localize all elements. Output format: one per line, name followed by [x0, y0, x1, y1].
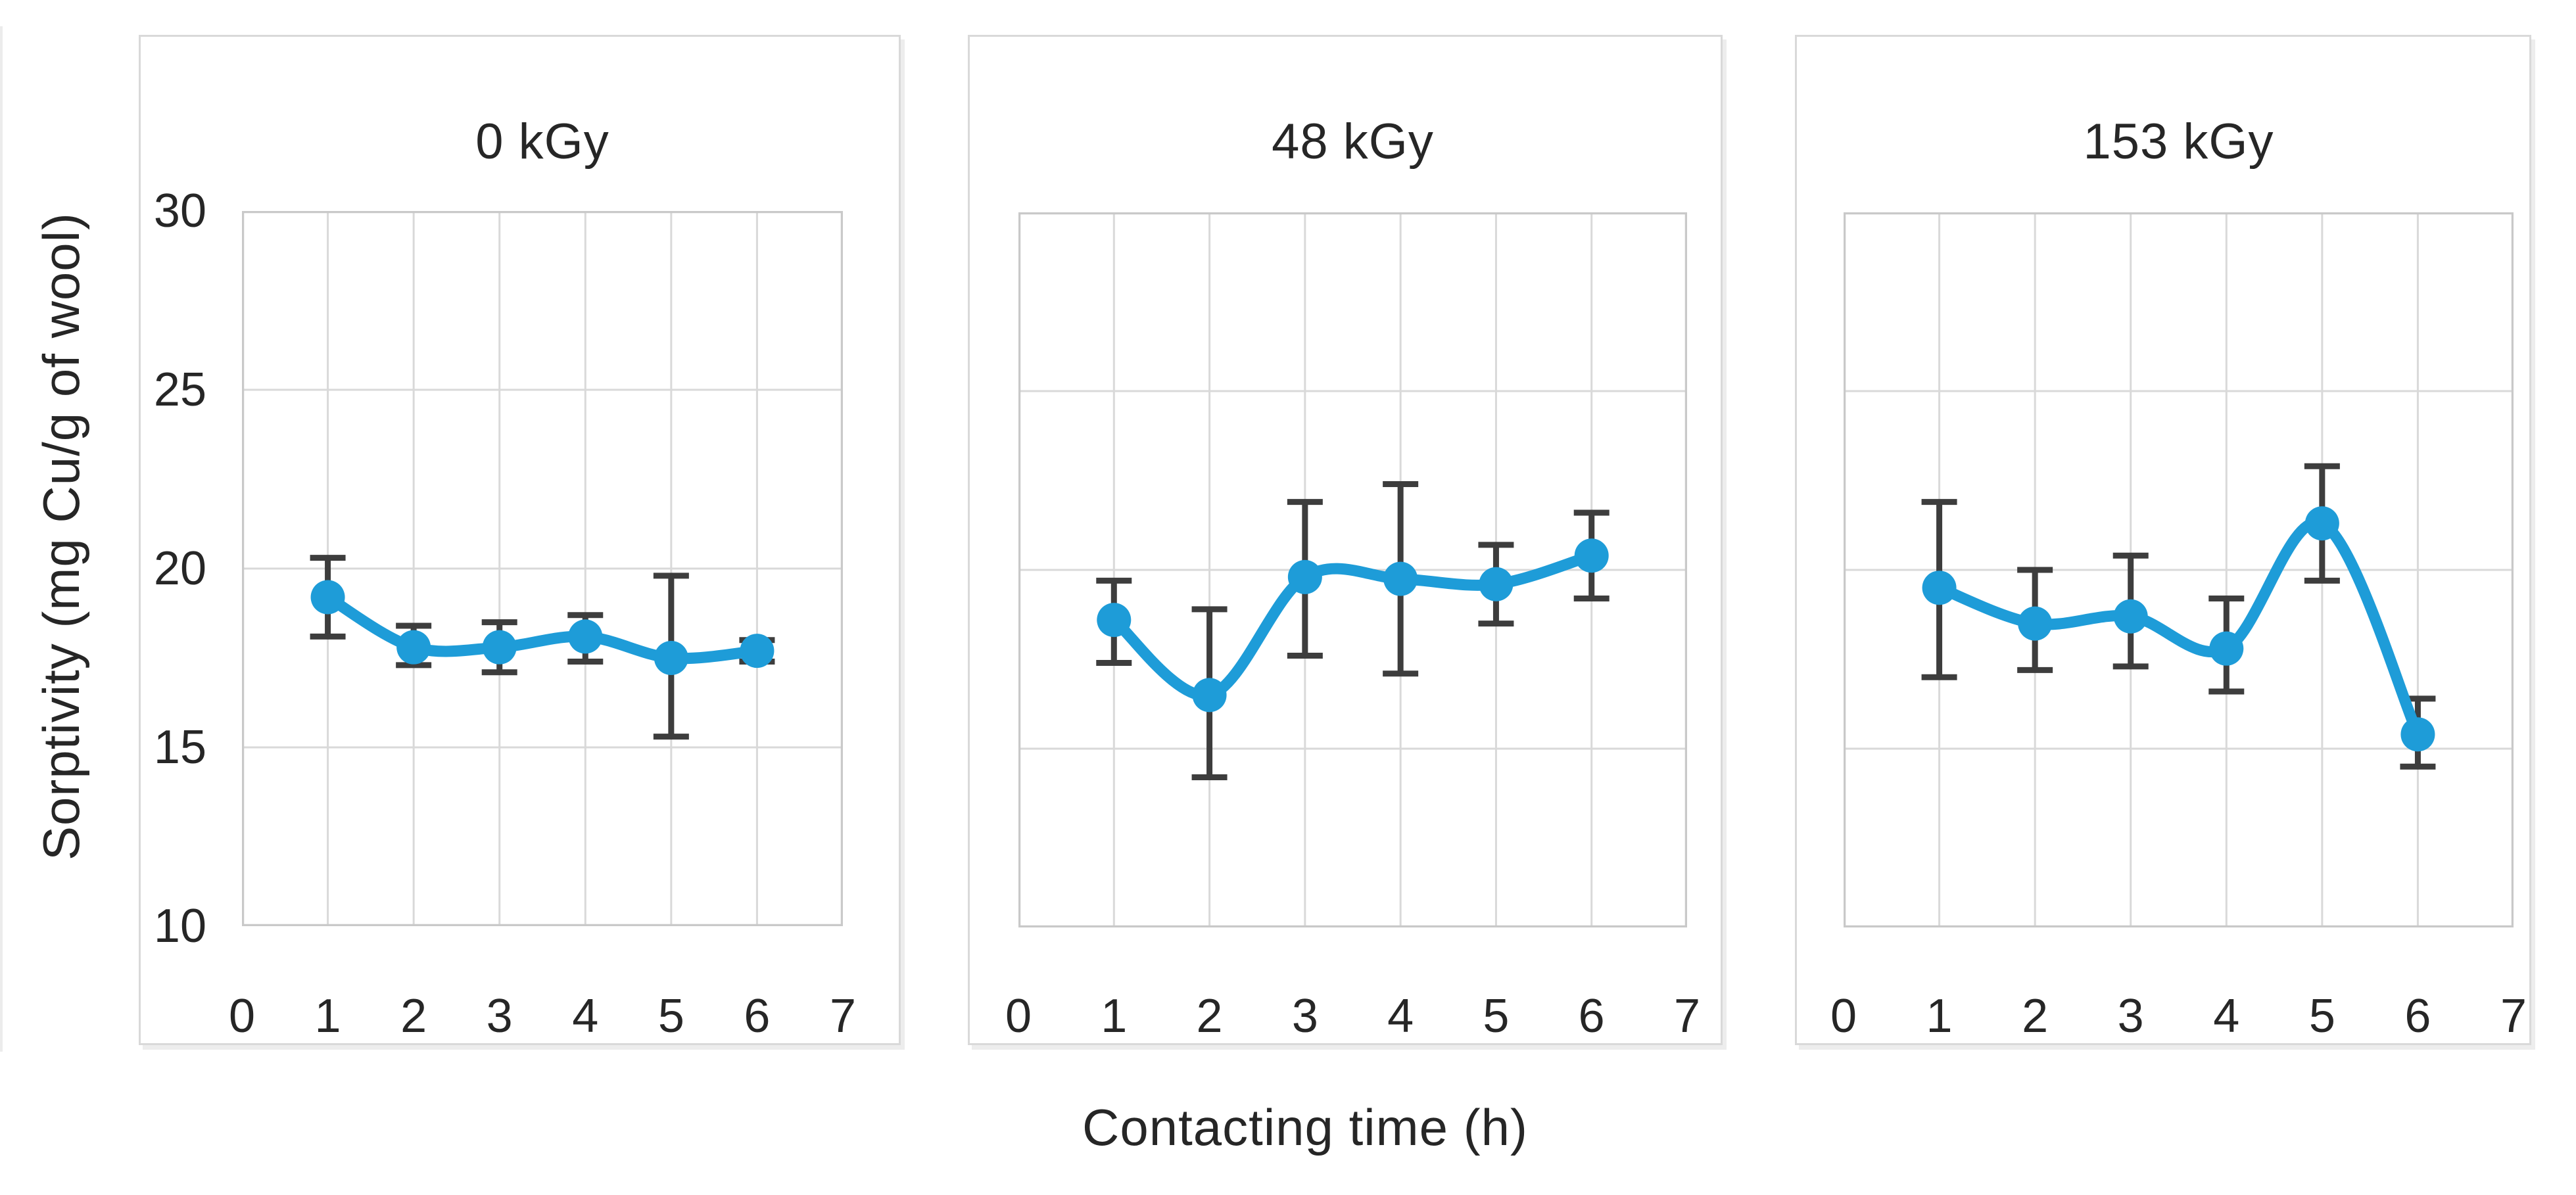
x-tick-label: 1	[1101, 990, 1128, 1043]
x-tick-label: 5	[2308, 990, 2335, 1043]
x-tick-label: 0	[1830, 990, 1857, 1043]
panel-153kgy: 153 kGy 0 1 2 3 4 5 6 7	[1795, 35, 2531, 1045]
panel-0kgy: 0 kGy 10 15 20 25 30 0 1 2 3 4 5 6 7	[139, 35, 901, 1045]
x-tick-label: 7	[1673, 990, 1701, 1043]
x-tick-label: 4	[2213, 990, 2240, 1043]
x-tick-label: 7	[2500, 990, 2527, 1043]
x-tick-label: 5	[657, 990, 684, 1043]
x-tick-label: 6	[1578, 990, 1605, 1043]
panel-title: 0 kGy	[475, 114, 609, 170]
x-tick-label: 7	[829, 990, 857, 1043]
x-tick-label: 4	[1387, 990, 1414, 1043]
x-tick-label: 3	[1291, 990, 1318, 1043]
panel-title: 153 kGy	[2083, 114, 2274, 170]
x-tick-label: 6	[744, 990, 771, 1043]
left-edge-divider	[0, 26, 3, 1052]
x-tick-label: 4	[572, 990, 599, 1043]
plot-153kgy	[1844, 212, 2514, 927]
panel-48kgy: 48 kGy 0 1 2 3 4 5 6 7	[968, 35, 1723, 1045]
y-tick-label: 30	[153, 185, 206, 237]
x-tick-label: 3	[2117, 990, 2144, 1043]
plot-0kgy	[242, 211, 843, 926]
y-tick-label: 15	[153, 721, 206, 774]
x-tick-label: 0	[1005, 990, 1032, 1043]
x-tick-label: 1	[1926, 990, 1953, 1043]
y-axis-title: Sorptivity (mg Cu/g of wool)	[32, 212, 90, 860]
x-tick-label: 0	[228, 990, 256, 1043]
x-tick-label: 2	[1196, 990, 1223, 1043]
x-tick-label: 1	[314, 990, 341, 1043]
x-tick-label: 2	[2022, 990, 2049, 1043]
y-tick-label: 20	[153, 542, 206, 595]
panel-title: 48 kGy	[1272, 114, 1434, 170]
x-tick-label: 6	[2404, 990, 2431, 1043]
x-tick-label: 2	[400, 990, 427, 1043]
x-tick-label: 3	[486, 990, 513, 1043]
y-tick-label: 10	[153, 900, 206, 952]
x-axis-title: Contacting time (h)	[1082, 1098, 1528, 1156]
plot-48kgy	[1018, 212, 1687, 927]
x-tick-label: 5	[1483, 990, 1510, 1043]
y-tick-label: 25	[153, 363, 206, 416]
